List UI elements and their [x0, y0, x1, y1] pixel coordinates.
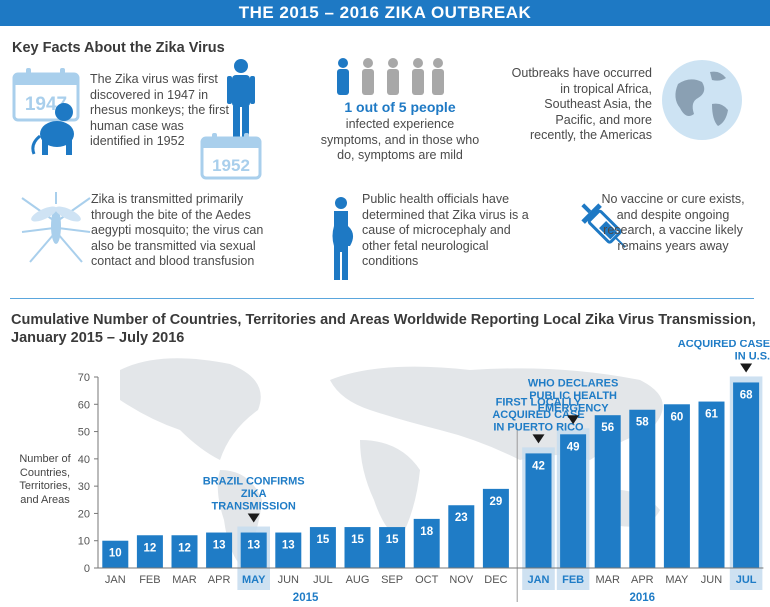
fact-microcephaly: Public health officials have determined … [362, 192, 529, 268]
bar-value-label: 15 [386, 534, 399, 546]
syringe-icon [581, 203, 626, 248]
year-label-2016: 2016 [630, 592, 656, 604]
bar [594, 415, 621, 568]
bar [525, 453, 552, 568]
bar-value-label: 56 [601, 422, 614, 434]
annotation-arrow [247, 513, 260, 523]
human-figure-icon [227, 59, 255, 148]
bar [344, 527, 371, 568]
y-tick-label: 30 [78, 481, 90, 493]
annotation-arrow [532, 434, 545, 444]
x-tick-label: APR [631, 574, 654, 586]
bar [379, 527, 406, 568]
bar-value-label: 12 [178, 542, 191, 554]
annotation-arrow [567, 415, 580, 425]
annotation-arrow [740, 363, 753, 373]
fact-vaccine: No vaccine or cure exists, and despite o… [601, 192, 745, 253]
annotation-label: BRAZIL CONFIRMS ZIKA TRANSMISSION [203, 476, 305, 513]
x-tick-label: OCT [415, 574, 439, 586]
bar [698, 401, 725, 568]
bar [240, 532, 267, 568]
x-tick-label: APR [208, 574, 231, 586]
bar [413, 518, 440, 568]
y-tick-label: 0 [84, 563, 90, 575]
fact-discovery: The Zika virus was first discovered in 1… [90, 72, 229, 148]
bar-value-label: 15 [351, 534, 364, 546]
bar [733, 382, 760, 568]
bar-value-label: 23 [455, 512, 468, 524]
y-tick-label: 20 [78, 508, 90, 520]
chart-title: Cumulative Number of Countries, Territor… [11, 312, 756, 346]
x-tick-label: MAR [595, 574, 620, 586]
bar-value-label: 49 [567, 441, 580, 453]
bar-value-label: 29 [490, 496, 503, 508]
bar-value-label: 13 [213, 540, 226, 552]
calendar-1952-icon: 1952 [200, 133, 262, 180]
bar-value-label: 13 [282, 540, 295, 552]
bar [102, 540, 129, 568]
y-tick-label: 10 [78, 536, 90, 548]
x-tick-label: JAN [105, 574, 126, 586]
bar-value-label: 42 [532, 460, 545, 472]
bar-value-label: 15 [317, 534, 330, 546]
bar-value-label: 13 [247, 540, 260, 552]
bar-value-label: 60 [671, 411, 684, 423]
calendar-1952-year: 1952 [212, 156, 250, 175]
fact-transmission: Zika is transmitted primarily through th… [91, 192, 264, 268]
x-tick-label: SEP [381, 574, 403, 586]
mosquito-icon [21, 192, 91, 263]
monkey-icon [31, 103, 74, 155]
x-tick-label: MAY [242, 574, 266, 586]
bar-value-label: 58 [636, 417, 649, 429]
bar [171, 535, 198, 568]
bar-value-label: 12 [144, 542, 157, 554]
x-tick-label: AUG [346, 574, 370, 586]
annotation-label: WHO DECLARES PUBLIC HEALTH EMERGENCY [528, 377, 618, 414]
bar-value-label: 68 [740, 389, 753, 401]
x-tick-label: MAR [172, 574, 197, 586]
x-tick-label: JUL [736, 574, 757, 586]
x-tick-label: FEB [562, 574, 584, 586]
key-facts-heading: Key Facts About the Zika Virus [12, 40, 225, 56]
bar [560, 434, 587, 568]
bar [275, 532, 302, 568]
bar [663, 404, 690, 568]
x-tick-label: DEC [484, 574, 507, 586]
ratio-highlight: 1 out of 5 people [344, 99, 456, 115]
person-grey-icon [362, 58, 444, 95]
x-tick-label: MAY [665, 574, 689, 586]
globe-icon [662, 60, 742, 140]
bar [482, 488, 509, 568]
x-tick-label: JUN [278, 574, 299, 586]
fact-ratio: infected experience symptoms, and in tho… [320, 117, 480, 162]
x-tick-label: JUL [313, 574, 333, 586]
x-tick-label: NOV [449, 574, 474, 586]
bar [136, 535, 163, 568]
y-tick-label: 40 [78, 454, 90, 466]
bar [309, 527, 336, 568]
bar [448, 505, 475, 568]
bar-chart: 0 10 20 30 40 50 60 70 10 12 12 13 13 13 15 15 15 18 23 29… [78, 340, 770, 604]
x-tick-label: FEB [139, 574, 160, 586]
pregnant-woman-icon [332, 197, 354, 280]
page-banner: THE 2015 – 2016 ZIKA OUTBREAK [0, 0, 770, 26]
y-tick-label: 50 [78, 427, 90, 439]
bar-value-label: 61 [705, 409, 718, 421]
x-tick-label: JUN [701, 574, 722, 586]
chart-ylabel: Number of Countries, Territories, and Ar… [19, 453, 71, 506]
bar-value-label: 10 [109, 548, 122, 560]
bar-value-label: 18 [420, 526, 433, 538]
bar [206, 532, 233, 568]
y-tick-label: 60 [78, 399, 90, 411]
people-ratio-icon [337, 58, 444, 95]
fact-outbreaks: Outbreaks have occurred in tropical Afri… [511, 66, 652, 142]
person-highlight-icon [337, 58, 349, 95]
x-tick-label: JAN [527, 574, 549, 586]
y-tick-label: 70 [78, 372, 90, 384]
annotation-label: FIRST LOCALLY ACQUIRED CASE IN PUERTO RICO [492, 396, 584, 433]
year-label-2015: 2015 [293, 592, 319, 604]
section-divider [10, 298, 754, 299]
bar [629, 409, 656, 568]
